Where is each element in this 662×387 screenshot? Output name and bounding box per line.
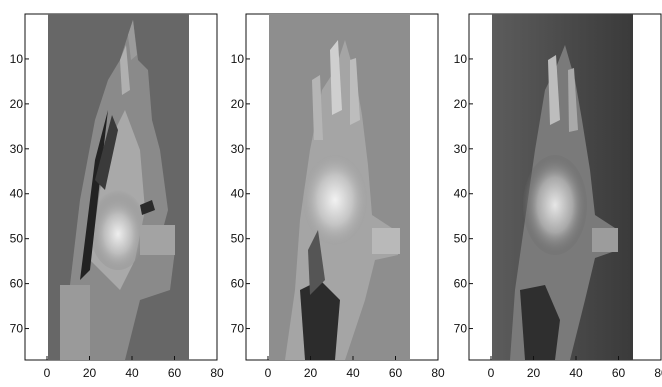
y-tick-label: 60 [231, 277, 245, 291]
x-tick-label: 20 [304, 366, 318, 380]
x-tick-label: 60 [612, 366, 626, 380]
y-tick-label: 20 [454, 97, 468, 111]
x-tick-label: 40 [569, 366, 583, 380]
panel-2-x-axis: 0 20 40 60 80 [265, 356, 445, 380]
x-tick-label: 80 [431, 366, 445, 380]
y-tick-label: 70 [454, 322, 468, 336]
x-tick-label: 0 [265, 366, 272, 380]
x-tick-label: 80 [210, 366, 224, 380]
panel-3-hand-image [510, 45, 618, 360]
y-tick-label: 20 [10, 97, 24, 111]
y-tick-label: 30 [231, 142, 245, 156]
panel-3-x-axis: 0 20 40 60 80 [488, 356, 662, 380]
x-tick-label: 60 [389, 366, 403, 380]
x-tick-label: 20 [83, 366, 97, 380]
y-tick-label: 40 [10, 187, 24, 201]
panel-1-x-axis: 0 20 40 60 80 [44, 356, 224, 380]
y-tick-label: 60 [10, 277, 24, 291]
panel-2: 0 20 40 60 80 10 20 30 40 50 60 70 [231, 13, 445, 380]
y-tick-label: 30 [454, 142, 468, 156]
y-tick-label: 50 [10, 232, 24, 246]
y-tick-label: 50 [231, 232, 245, 246]
y-tick-label: 10 [231, 52, 245, 66]
y-tick-label: 40 [454, 187, 468, 201]
x-tick-label: 0 [44, 366, 51, 380]
y-tick-label: 50 [454, 232, 468, 246]
x-tick-label: 0 [488, 366, 495, 380]
panel-3: 0 20 40 60 80 10 20 30 40 50 60 70 [454, 13, 662, 380]
panel-1-hand-image [60, 20, 175, 360]
y-tick-label: 10 [454, 52, 468, 66]
x-tick-label: 80 [654, 366, 662, 380]
panel-2-hand-image [285, 40, 400, 360]
y-tick-label: 20 [231, 97, 245, 111]
y-tick-label: 40 [231, 187, 245, 201]
panel-2-y-axis: 10 20 30 40 50 60 70 [231, 52, 250, 336]
panel-3-y-axis: 10 20 30 40 50 60 70 [454, 52, 473, 336]
y-tick-label: 60 [454, 277, 468, 291]
y-tick-label: 70 [10, 322, 24, 336]
panel-1-y-axis: 10 20 30 40 50 60 70 [10, 52, 29, 336]
panel-1: 0 20 40 60 80 10 20 30 40 50 60 70 [10, 13, 224, 380]
x-tick-label: 40 [346, 366, 360, 380]
x-tick-label: 40 [125, 366, 139, 380]
y-tick-label: 70 [231, 322, 245, 336]
x-tick-label: 60 [168, 366, 182, 380]
y-tick-label: 10 [10, 52, 24, 66]
y-tick-label: 30 [10, 142, 24, 156]
x-tick-label: 20 [527, 366, 541, 380]
